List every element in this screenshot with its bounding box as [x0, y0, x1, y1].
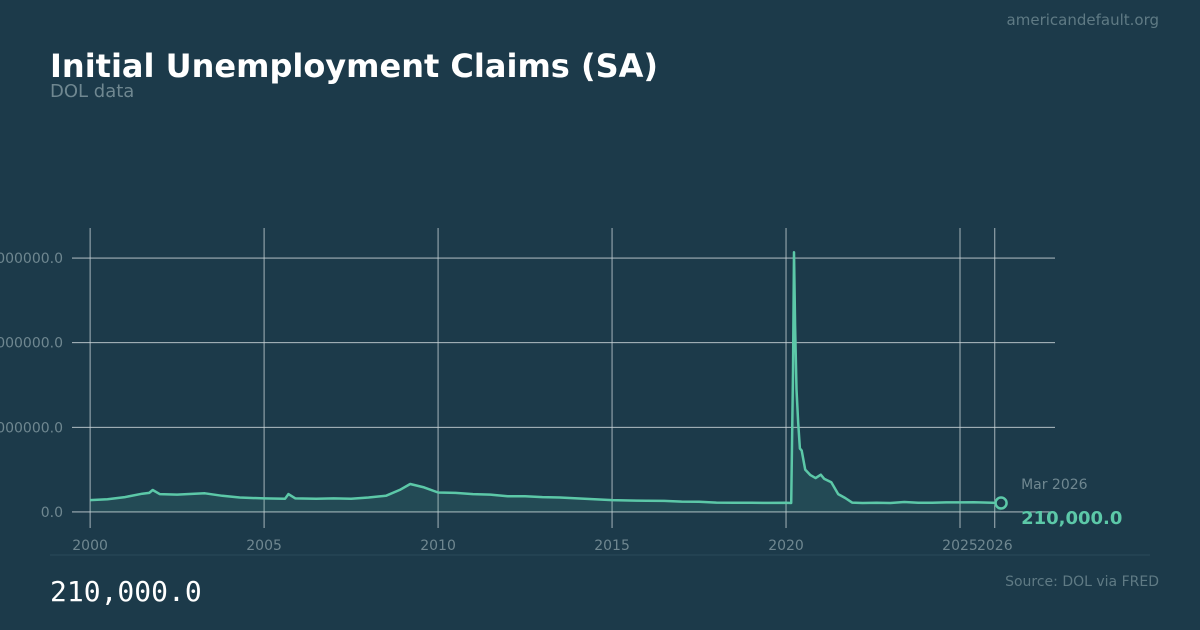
watermark: americandefault.org: [1007, 11, 1159, 29]
source: Source: DOL via FRED: [1005, 574, 1159, 590]
chart-title: Initial Unemployment Claims (SA): [50, 47, 658, 85]
latest-value: 210,000.0: [1021, 508, 1122, 529]
headline-value: 210,000.0: [50, 575, 202, 608]
x-tick-label: 2026: [977, 538, 1013, 554]
latest-date: Mar 2026: [1021, 477, 1088, 493]
x-tick-label: 2000: [72, 538, 108, 554]
x-tick-label: 2015: [594, 538, 630, 554]
y-tick-label: 0.0: [41, 505, 63, 521]
x-tick-label: 2010: [420, 538, 456, 554]
latest-point: [994, 496, 1008, 510]
chart-subtitle: DOL data: [50, 81, 134, 102]
y-tick-label: 4000000.0: [0, 336, 63, 352]
y-tick-label: 2000000.0: [0, 420, 63, 436]
x-tick-label: 2005: [246, 538, 282, 554]
x-tick-label: 2020: [768, 538, 804, 554]
x-tick-label: 2025: [942, 538, 978, 554]
line: [90, 250, 1002, 505]
y-tick-label: 6000000.0: [0, 251, 63, 267]
area: [90, 252, 1002, 512]
